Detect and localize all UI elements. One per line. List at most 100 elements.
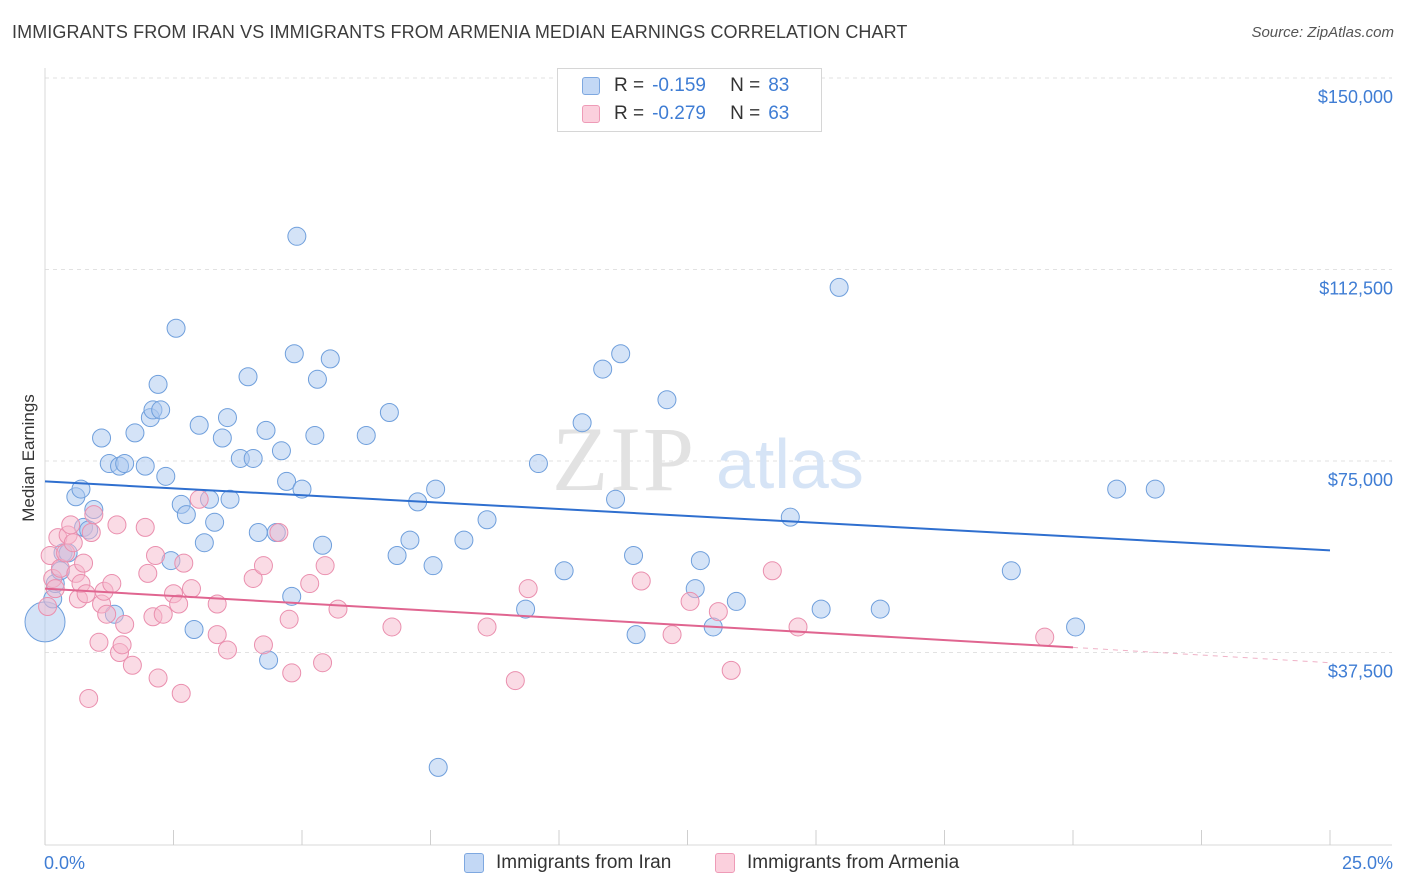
iran-point bbox=[387, 545, 407, 565]
armenia-point bbox=[102, 574, 122, 594]
armenia-point bbox=[631, 571, 651, 591]
iran-point bbox=[624, 545, 644, 565]
iran-point bbox=[423, 556, 443, 576]
trend-line-iran bbox=[44, 480, 1331, 552]
armenia-point bbox=[146, 545, 166, 565]
iran-point bbox=[166, 318, 186, 338]
armenia-point bbox=[74, 553, 94, 573]
armenia-point bbox=[97, 604, 117, 624]
y-tick-label: $37,500 bbox=[1328, 662, 1393, 682]
trend-lines bbox=[44, 480, 1331, 664]
iran-point bbox=[690, 551, 710, 571]
iran-point bbox=[870, 599, 890, 619]
iran-point bbox=[593, 359, 613, 379]
iran-point bbox=[426, 479, 446, 499]
armenia-point bbox=[171, 683, 191, 703]
legend: R = -0.159 N = 83 R = -0.279 N = 63 bbox=[557, 68, 822, 132]
armenia-point bbox=[253, 635, 273, 655]
armenia-point bbox=[313, 653, 333, 673]
y-axis-label: Median Earnings bbox=[19, 394, 38, 522]
armenia-point bbox=[112, 635, 132, 655]
armenia-point bbox=[217, 640, 237, 660]
armenia-point bbox=[81, 522, 101, 542]
iran-point bbox=[205, 512, 225, 532]
iran-point bbox=[248, 522, 268, 542]
armenia-point bbox=[243, 568, 263, 588]
iran-point bbox=[1107, 479, 1127, 499]
legend-row-iran: R = -0.159 N = 83 bbox=[582, 73, 789, 99]
iran-point bbox=[528, 454, 548, 474]
armenia-point bbox=[382, 617, 402, 637]
iran-point bbox=[454, 530, 474, 550]
iran-point bbox=[115, 454, 135, 474]
armenia-point bbox=[79, 688, 99, 708]
iran-point bbox=[780, 507, 800, 527]
watermark-atlas: atlas bbox=[716, 425, 864, 503]
armenia-point bbox=[107, 515, 127, 535]
iran-point bbox=[292, 479, 312, 499]
iran-point bbox=[1066, 617, 1086, 637]
x-tick-marks bbox=[44, 830, 1331, 845]
iran-point bbox=[217, 408, 237, 428]
iran-point bbox=[220, 489, 240, 509]
iran-point bbox=[305, 425, 325, 445]
iran-point bbox=[379, 402, 399, 422]
iran-point bbox=[516, 599, 536, 619]
legend-item-iran: Immigrants from Iran bbox=[464, 852, 671, 874]
armenia-point bbox=[115, 614, 135, 634]
armenia-point bbox=[181, 579, 201, 599]
legend-r-value: -0.159 bbox=[652, 75, 706, 96]
iran-point bbox=[176, 505, 196, 525]
iran-point bbox=[811, 599, 831, 619]
iran-point bbox=[135, 456, 155, 476]
legend-swatch-iran bbox=[464, 853, 484, 873]
armenia-point bbox=[477, 617, 497, 637]
y-tick-label: $112,500 bbox=[1319, 279, 1393, 299]
legend-n-label: N = bbox=[730, 103, 761, 124]
chart-source: Source: ZipAtlas.com bbox=[1251, 24, 1394, 41]
iran-point bbox=[400, 530, 420, 550]
series-iran-points bbox=[24, 226, 1165, 777]
legend-row-armenia: R = -0.279 N = 63 bbox=[582, 101, 789, 127]
iran-point bbox=[356, 425, 376, 445]
iran-point bbox=[189, 415, 209, 435]
iran-point bbox=[125, 423, 145, 443]
armenia-point bbox=[153, 604, 173, 624]
legend-swatch-armenia bbox=[715, 853, 735, 873]
armenia-point bbox=[253, 556, 273, 576]
legend-item-armenia: Immigrants from Armenia bbox=[715, 852, 959, 874]
armenia-point bbox=[169, 594, 189, 614]
iran-point bbox=[238, 367, 258, 387]
armenia-point bbox=[148, 668, 168, 688]
iran-point bbox=[572, 413, 592, 433]
legend-r-label: R = bbox=[614, 103, 645, 124]
armenia-point bbox=[662, 625, 682, 645]
gridlines bbox=[45, 77, 1392, 653]
armenia-point bbox=[505, 671, 525, 691]
x-tick-label-max: 25.0% bbox=[1342, 853, 1393, 873]
armenia-point bbox=[189, 489, 209, 509]
iran-point bbox=[256, 420, 276, 440]
iran-point bbox=[282, 586, 302, 606]
iran-point bbox=[313, 535, 333, 555]
chart-title: IMMIGRANTS FROM IRAN VS IMMIGRANTS FROM … bbox=[12, 22, 908, 42]
iran-point bbox=[156, 466, 176, 486]
legend-swatch-iran bbox=[582, 77, 600, 95]
armenia-point bbox=[300, 574, 320, 594]
armenia-point bbox=[269, 522, 289, 542]
armenia-point bbox=[279, 609, 299, 629]
armenia-point bbox=[174, 553, 194, 573]
y-tick-label: $75,000 bbox=[1328, 470, 1393, 490]
iran-point bbox=[657, 390, 677, 410]
iran-point bbox=[428, 757, 448, 777]
armenia-point bbox=[721, 660, 741, 680]
watermark: ZIP atlas bbox=[552, 408, 864, 510]
armenia-point bbox=[122, 655, 142, 675]
legend-r-label: R = bbox=[614, 75, 645, 96]
y-tick-label: $150,000 bbox=[1318, 87, 1393, 107]
axes bbox=[44, 68, 1392, 846]
iran-point bbox=[284, 344, 304, 364]
legend-swatch-armenia bbox=[582, 105, 600, 123]
armenia-point bbox=[61, 515, 81, 535]
